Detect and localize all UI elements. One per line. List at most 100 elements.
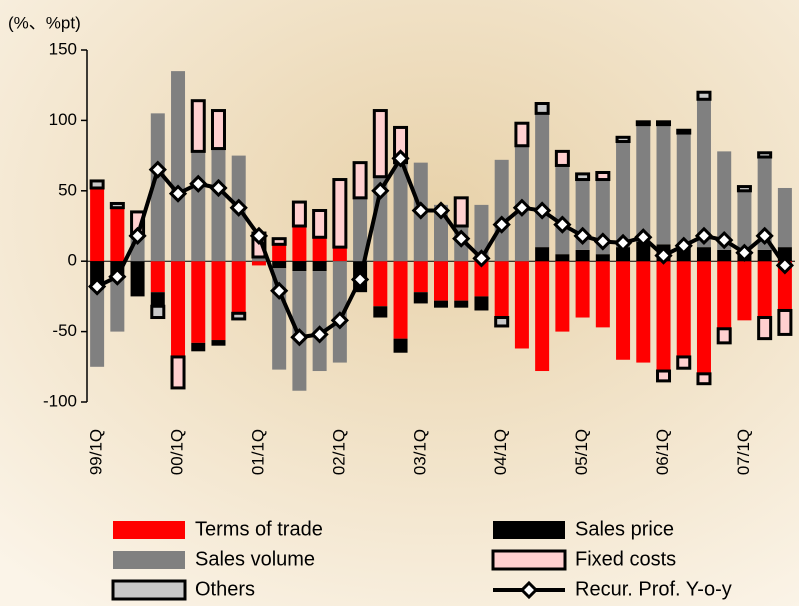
y-axis-label: (%、%pt)	[8, 13, 81, 32]
bar-segment	[696, 261, 711, 374]
bar-segment	[231, 261, 246, 314]
line-marker	[715, 230, 734, 250]
bar-segment	[171, 261, 186, 357]
x-tick-label: 03/1Q	[410, 429, 429, 475]
bar-segment	[757, 157, 772, 250]
line-marker	[593, 232, 612, 251]
legend-label: Sales volume	[195, 548, 315, 570]
bar-segment	[251, 256, 266, 262]
line-marker	[694, 226, 714, 245]
bar-segment	[676, 133, 691, 248]
bar-segment	[474, 204, 489, 262]
bar-segment	[332, 178, 348, 249]
bar-segment	[292, 261, 307, 272]
bar-segment	[656, 124, 671, 245]
bar-segment	[312, 261, 327, 272]
y-tick-label: -50	[52, 321, 77, 340]
bar-segment	[656, 369, 672, 383]
bar-segment	[616, 141, 631, 248]
bar-segment	[737, 261, 752, 321]
bar-segment	[696, 99, 711, 248]
bar-segment	[170, 355, 186, 390]
line-marker	[452, 229, 471, 248]
bar-segment	[251, 261, 266, 266]
bar-segment	[292, 226, 307, 262]
bar-segment	[494, 316, 510, 328]
x-tick-label: 01/1Q	[248, 429, 267, 475]
x-tick-label: 99/1Q	[87, 429, 106, 475]
bar-segment	[696, 90, 712, 101]
bar-segment	[737, 190, 752, 255]
legend-label: Fixed costs	[575, 548, 676, 570]
bar-segment	[353, 197, 368, 262]
bar-segment	[231, 311, 247, 321]
x-tick-label: 00/1Q	[168, 429, 187, 475]
bar-segment	[150, 261, 165, 293]
bar-segment	[636, 241, 651, 262]
bar-segment	[291, 200, 307, 228]
bar-segment	[757, 316, 773, 341]
bar-segment	[211, 340, 226, 346]
bar-segment	[393, 162, 408, 262]
bar-segment	[534, 102, 550, 115]
y-tick-label: 0	[68, 251, 77, 270]
bar-segment	[717, 249, 732, 262]
line-marker	[775, 256, 795, 275]
bar-segment	[393, 338, 408, 353]
y-tick-label: 150	[49, 39, 77, 58]
line-marker	[573, 226, 592, 245]
bar-segment	[696, 247, 711, 262]
legend-label: Terms of trade	[195, 518, 323, 540]
legend-label: Recur. Prof. Y-o-y	[575, 578, 732, 600]
legend-swatch	[111, 579, 187, 601]
bar-segment	[555, 165, 570, 255]
line-marker	[229, 198, 248, 217]
bar-segment	[595, 179, 610, 255]
legend-swatch	[113, 551, 185, 569]
bar-segment	[575, 172, 591, 182]
bar-segment	[636, 124, 651, 242]
bar-segment	[211, 261, 226, 341]
line-marker	[755, 226, 774, 245]
bar-segment	[535, 247, 550, 262]
line-marker	[634, 228, 653, 247]
line-marker	[613, 233, 633, 253]
bar-segment	[676, 355, 692, 370]
bar-segment	[191, 151, 206, 262]
legend-label: Sales price	[575, 518, 674, 540]
line-marker	[533, 201, 552, 220]
bar-segment	[312, 237, 327, 262]
bar-segment	[554, 149, 570, 167]
bar-segment	[717, 151, 732, 250]
bar-segment	[110, 207, 125, 262]
bar-segment	[454, 261, 469, 301]
bar-segment	[434, 204, 448, 262]
bar-segment	[130, 261, 145, 297]
bar-segment	[434, 300, 448, 308]
line-marker	[735, 243, 754, 262]
bar-segment	[190, 99, 206, 153]
line-marker	[431, 201, 451, 220]
line-marker	[209, 178, 228, 198]
bar-segment	[716, 327, 732, 345]
bar-segment	[454, 300, 469, 308]
bar-segment	[757, 151, 773, 159]
line-marker	[553, 215, 572, 234]
line-marker	[87, 277, 107, 296]
bar-segment	[211, 148, 226, 262]
line-marker	[411, 201, 430, 220]
bar-segment	[595, 254, 610, 262]
bar-segment	[736, 185, 752, 193]
legend-swatch	[491, 549, 567, 571]
x-tick-label: 07/1Q	[734, 429, 753, 475]
bar-segment	[372, 109, 388, 179]
bar-segment	[210, 109, 226, 151]
bar-segment	[676, 128, 692, 135]
bar-segment	[535, 113, 550, 248]
bar-segment	[656, 261, 671, 372]
bar-segment	[332, 247, 347, 262]
bar-segment	[312, 209, 328, 239]
bar-segment	[595, 261, 610, 328]
legend-swatch	[113, 521, 185, 539]
